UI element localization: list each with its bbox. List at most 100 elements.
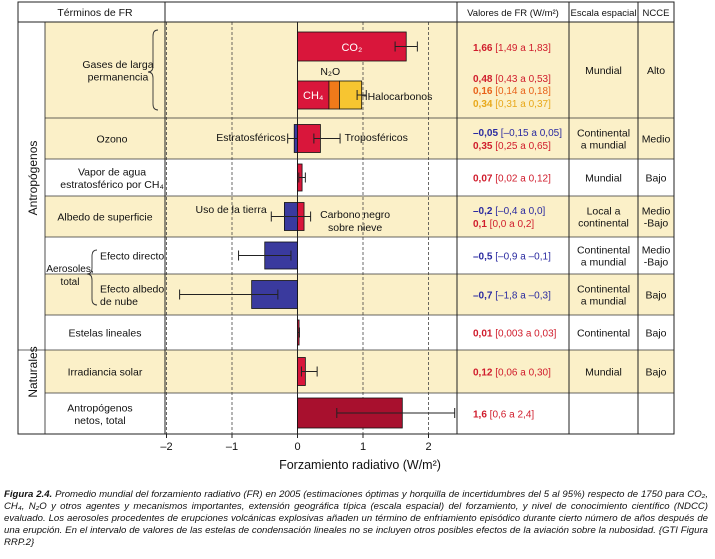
value-best-7-0: 0,12 xyxy=(473,368,493,379)
ncce-2-0: Bajo xyxy=(645,173,666,185)
xtick-label-4: 2 xyxy=(425,441,431,453)
caption-text: Promedio mundial del forzamiento radiati… xyxy=(4,489,709,548)
value-4-0: –0,5 [–0,9 a –0,1] xyxy=(473,252,551,263)
table-frame xyxy=(17,1,675,435)
ncce-3-0: Medio xyxy=(642,206,671,218)
scale-3-0: Local a xyxy=(587,206,621,218)
brace-long-lived xyxy=(147,29,159,111)
bar-label-stratospheric: Estratosféricos xyxy=(216,132,285,144)
header-ncce: NCCE xyxy=(643,8,670,19)
value-7-0: 0,12 [0,06 a 0,30] xyxy=(473,368,551,379)
value-0-3: 0,34 [0,31 a 0,37] xyxy=(473,99,551,110)
term-label-4-0: Efecto directo xyxy=(100,251,164,263)
ncce-6-0: Bajo xyxy=(645,328,666,340)
scale-4-0: Continental xyxy=(577,245,630,257)
scale-7-0: Mundial xyxy=(585,367,622,379)
value-best-0-1: 0,48 xyxy=(473,74,493,85)
bar-2 xyxy=(328,80,340,110)
value-5-0: –0,7 [–1,8 a –0,3] xyxy=(473,291,551,302)
radiative-forcing-chart: Términos de FR Valores de FR (W/m²) Escala… xyxy=(17,1,675,472)
bar-label-land-use: Uso de la tierra xyxy=(196,204,267,216)
scale-0-0: Mundial xyxy=(585,65,622,77)
ncce-0-0: Alto xyxy=(647,65,665,77)
value-range-8-0: [0,6 a 2,4] xyxy=(487,410,534,421)
value-range-4-0: [–0,9 a –0,1] xyxy=(492,252,551,263)
bar-label-co2: CO₂ xyxy=(341,42,362,54)
scale-1-0: Continental xyxy=(577,128,630,140)
term-label-5-0: Efecto albedo xyxy=(100,283,164,295)
bar-0 xyxy=(297,31,407,62)
bar-label-black-carbon-0: Carbono negro xyxy=(320,209,390,221)
term-label-8-0: Antropógenos xyxy=(67,402,132,414)
value-range-5-0: [–1,8 a –0,3] xyxy=(492,291,551,302)
value-range-3-1: [0,0 a 0,2] xyxy=(487,219,534,230)
xtick-label-3: 1 xyxy=(360,441,366,453)
term-label-6-0: Estelas lineales xyxy=(69,328,142,340)
value-best-4-0: –0,5 xyxy=(473,252,493,263)
term-label-2-1: estratosférico por CH₄ xyxy=(60,179,164,191)
term-label-5-1: de nube xyxy=(100,296,138,308)
value-range-1-0: [–0,15 a 0,05] xyxy=(498,128,562,139)
value-best-1-0: –0,05 xyxy=(473,128,498,139)
value-6-0: 0,01 [0,003 a 0,03] xyxy=(473,329,557,340)
value-best-6-0: 0,01 xyxy=(473,329,493,340)
header-scale: Escala espacial xyxy=(570,8,636,19)
value-0-1: 0,48 [0,43 a 0,53] xyxy=(473,74,551,85)
value-range-0-1: [0,43 a 0,53] xyxy=(492,74,551,85)
value-best-0-0: 1,66 xyxy=(473,43,493,54)
bar-label-halocarbons: Halocarbonos xyxy=(368,91,433,103)
value-1-1: 0,35 [0,25 a 0,65] xyxy=(473,141,551,152)
ncce-4-1: -Bajo xyxy=(644,257,669,269)
scale-2-0: Mundial xyxy=(585,173,622,185)
value-0-2: 0,16 [0,14 a 0,18] xyxy=(473,86,551,97)
scale-5-1: a mundial xyxy=(581,296,627,308)
value-3-1: 0,1 [0,0 a 0,2] xyxy=(473,219,534,230)
scale-3-1: continental xyxy=(578,218,629,230)
term-label-1-0: Ozono xyxy=(97,134,128,146)
group-label-natural: Naturales xyxy=(26,346,40,397)
value-range-0-0: [1,49 a 1,83] xyxy=(492,43,551,54)
value-best-3-0: –0,2 xyxy=(473,206,493,217)
xtick-label-2: 0 xyxy=(294,441,300,453)
scale-4-1: a mundial xyxy=(581,257,627,269)
value-best-1-1: 0,35 xyxy=(473,141,493,152)
value-range-7-0: [0,06 a 0,30] xyxy=(492,368,551,379)
value-range-6-0: [0,003 a 0,03] xyxy=(492,329,556,340)
bar-1 xyxy=(297,80,330,110)
ncce-7-0: Bajo xyxy=(645,367,666,379)
term-label-0-0: Gases de larga xyxy=(82,59,153,71)
ncce-3-1: -Bajo xyxy=(644,218,669,230)
bar-label-black-carbon-1: sobre nieve xyxy=(328,222,382,234)
header-values: Valores de FR (W/m²) xyxy=(467,8,559,19)
value-range-0-2: [0,14 a 0,18] xyxy=(492,86,551,97)
bar-label-n2o: N₂O xyxy=(320,66,340,78)
aerosol-label-1: total xyxy=(61,277,80,288)
ncce-5-0: Bajo xyxy=(645,290,666,302)
xtick-label-0: –2 xyxy=(160,441,172,453)
term-label-0-1: permanencia xyxy=(88,71,149,83)
ncce-1-0: Medio xyxy=(642,134,671,146)
figure-caption: Figura 2.4. Promedio mundial del forzami… xyxy=(4,489,708,549)
value-0-0: 1,66 [1,49 a 1,83] xyxy=(473,43,551,54)
caption-label: Figura 2.4. xyxy=(4,489,53,500)
value-range-3-0: [–0,4 a 0,0] xyxy=(492,206,545,217)
brace-aerosols xyxy=(86,249,98,306)
term-label-7-0: Irradiancia solar xyxy=(68,367,143,379)
xtick-label-1: –1 xyxy=(226,441,238,453)
value-best-8-0: 1,6 xyxy=(473,410,487,421)
value-2-0: 0,07 [0,02 a 0,12] xyxy=(473,174,551,185)
value-range-1-1: [0,25 a 0,65] xyxy=(492,141,551,152)
header-terms: Términos de FR xyxy=(57,7,133,19)
scale-6-0: Continental xyxy=(577,328,630,340)
value-1-0: –0,05 [–0,15 a 0,05] xyxy=(473,128,562,139)
group-label-anthropogenic: Antropógenos xyxy=(26,141,40,216)
term-label-3-0: Albedo de superficie xyxy=(57,212,152,224)
value-3-0: –0,2 [–0,4 a 0,0] xyxy=(473,206,546,217)
value-best-2-0: 0,07 xyxy=(473,174,493,185)
bar-label-ch4: CH₄ xyxy=(303,90,324,102)
bar-label-tropospheric: Troposféricos xyxy=(345,132,408,144)
value-8-0: 1,6 [0,6 a 2,4] xyxy=(473,410,534,421)
term-label-8-1: netos, total xyxy=(74,415,125,427)
value-best-5-0: –0,7 xyxy=(473,291,493,302)
aerosol-label-0: Aerosoles, xyxy=(46,264,93,275)
